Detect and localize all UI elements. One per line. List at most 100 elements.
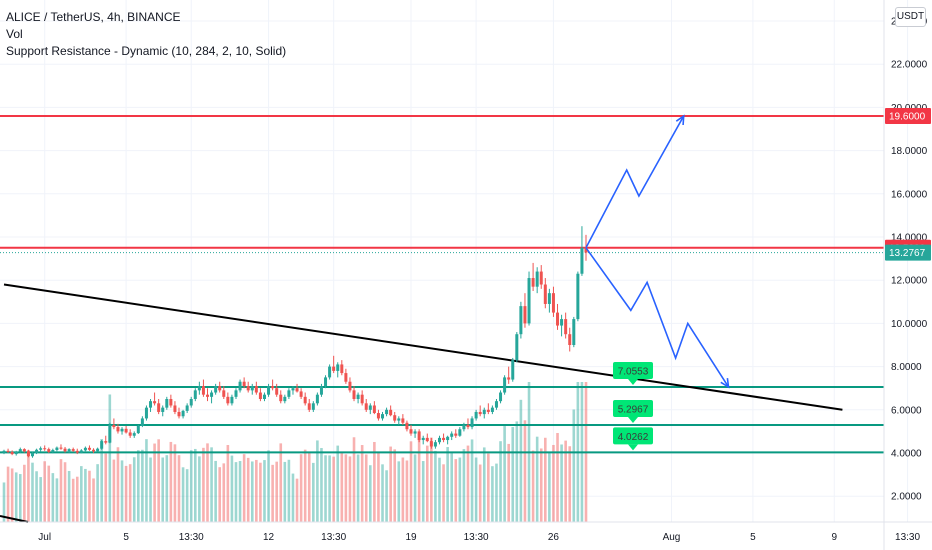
candle-body — [466, 424, 470, 428]
volume-bar — [137, 450, 140, 522]
candle-body — [230, 396, 234, 404]
price-tag-box — [885, 108, 931, 125]
projection-up-path-arrowhead — [675, 114, 685, 126]
volume-bar — [373, 441, 376, 522]
candle-body — [116, 427, 120, 432]
volume-bar — [275, 461, 278, 522]
volume-bar — [226, 445, 230, 522]
volume-bar — [173, 444, 177, 522]
candle-body — [295, 388, 299, 392]
candle-body — [397, 418, 401, 421]
volume-bar — [157, 439, 160, 522]
candle-body — [364, 403, 368, 410]
trendline[interactable] — [3, 283, 843, 411]
candle-body — [287, 390, 291, 397]
volume-bar — [242, 454, 246, 522]
candle-body — [214, 386, 218, 393]
volume-bar — [539, 448, 543, 522]
candle-body — [401, 418, 405, 423]
volume-bar — [31, 462, 34, 522]
price-tick-label: 6.0000 — [891, 405, 922, 416]
candle-body — [140, 418, 144, 426]
volume-bar — [104, 453, 108, 522]
volume-bar — [96, 464, 99, 522]
volume-indicator-label[interactable]: Vol — [6, 27, 23, 41]
volume-bar — [222, 463, 226, 522]
candle-body — [100, 441, 104, 449]
projection-up-path[interactable] — [585, 115, 685, 249]
candle-body — [482, 409, 486, 415]
volume-bar — [572, 409, 576, 522]
candle-body — [55, 447, 59, 450]
volume-bar — [548, 451, 551, 522]
candle-body — [429, 441, 433, 447]
candle-body — [503, 377, 507, 393]
volume-bar — [63, 462, 67, 522]
candle-body — [92, 449, 96, 452]
time-tick-label: Jul — [38, 532, 51, 543]
candle-body — [584, 247, 588, 253]
candle-body — [173, 405, 177, 412]
candle-body — [299, 391, 303, 397]
volume-bar — [108, 394, 112, 522]
volume-bar — [88, 470, 91, 522]
candle-body — [67, 449, 71, 452]
volume-bar — [425, 445, 429, 522]
support-resistance-levels — [0, 115, 884, 454]
trendline-lower[interactable] — [0, 515, 29, 523]
volume-bar — [442, 464, 445, 522]
volume-bar — [307, 452, 311, 522]
volume-bar — [116, 447, 120, 522]
candle-body — [291, 388, 295, 391]
candle-body — [494, 401, 498, 408]
volume-bar — [393, 449, 397, 522]
candle-body — [303, 396, 307, 404]
volume-bar — [145, 439, 148, 522]
volume-bar — [230, 455, 234, 522]
volume-bar — [303, 449, 307, 522]
candle-body — [446, 436, 450, 441]
volume-bar — [446, 447, 449, 522]
chart-legend: ALICE / TetherUS, 4h, BINANCE Vol Suppor… — [6, 9, 286, 60]
volume-bar — [568, 446, 572, 522]
volume-bar — [287, 459, 291, 522]
candle-body — [372, 405, 376, 414]
candle-body — [2, 450, 6, 453]
candle-body — [39, 448, 43, 450]
volume-bar — [340, 451, 344, 522]
volume-bar — [165, 455, 169, 522]
volume-bar — [238, 461, 242, 522]
candle-body — [356, 394, 360, 399]
symbol-title[interactable]: ALICE / TetherUS, 4h, BINANCE — [6, 10, 181, 24]
candle-body — [132, 433, 136, 436]
volume-bar — [27, 449, 30, 522]
volume-bar — [523, 420, 527, 522]
volume-bar — [316, 440, 319, 522]
candle-body — [275, 388, 279, 395]
candle-body — [189, 399, 193, 406]
volume-bar — [153, 443, 156, 522]
sr-indicator-label[interactable]: Support Resistance - Dynamic (10, 284, 2… — [6, 44, 287, 58]
support-flag-pointer — [628, 379, 638, 386]
volume-bar — [149, 457, 152, 522]
volume-bar — [181, 467, 185, 522]
projection-down-path-arrowhead — [720, 378, 730, 389]
volume-bar — [328, 455, 331, 522]
volume-bar — [385, 470, 388, 522]
projection-down-path[interactable] — [585, 247, 730, 388]
volume-bar — [409, 441, 413, 522]
candle-body — [315, 394, 319, 404]
volume-bar — [369, 465, 372, 522]
price-tick-label: 8.0000 — [891, 362, 922, 373]
volume-bar — [55, 478, 59, 522]
volume-bar — [397, 461, 401, 522]
price-tick-label: 4.0000 — [891, 449, 922, 460]
currency-unit-button[interactable]: USDT — [895, 7, 926, 27]
candle-body — [421, 437, 425, 441]
time-tick-label: Aug — [663, 532, 681, 543]
time-axis[interactable]: Jul 5 13:30 12 13:30 19 13:30 26 Aug 5 9 13:30 — [0, 521, 932, 543]
volume-bar — [14, 472, 18, 522]
volume-bar — [564, 440, 567, 522]
candle-body — [543, 284, 547, 304]
